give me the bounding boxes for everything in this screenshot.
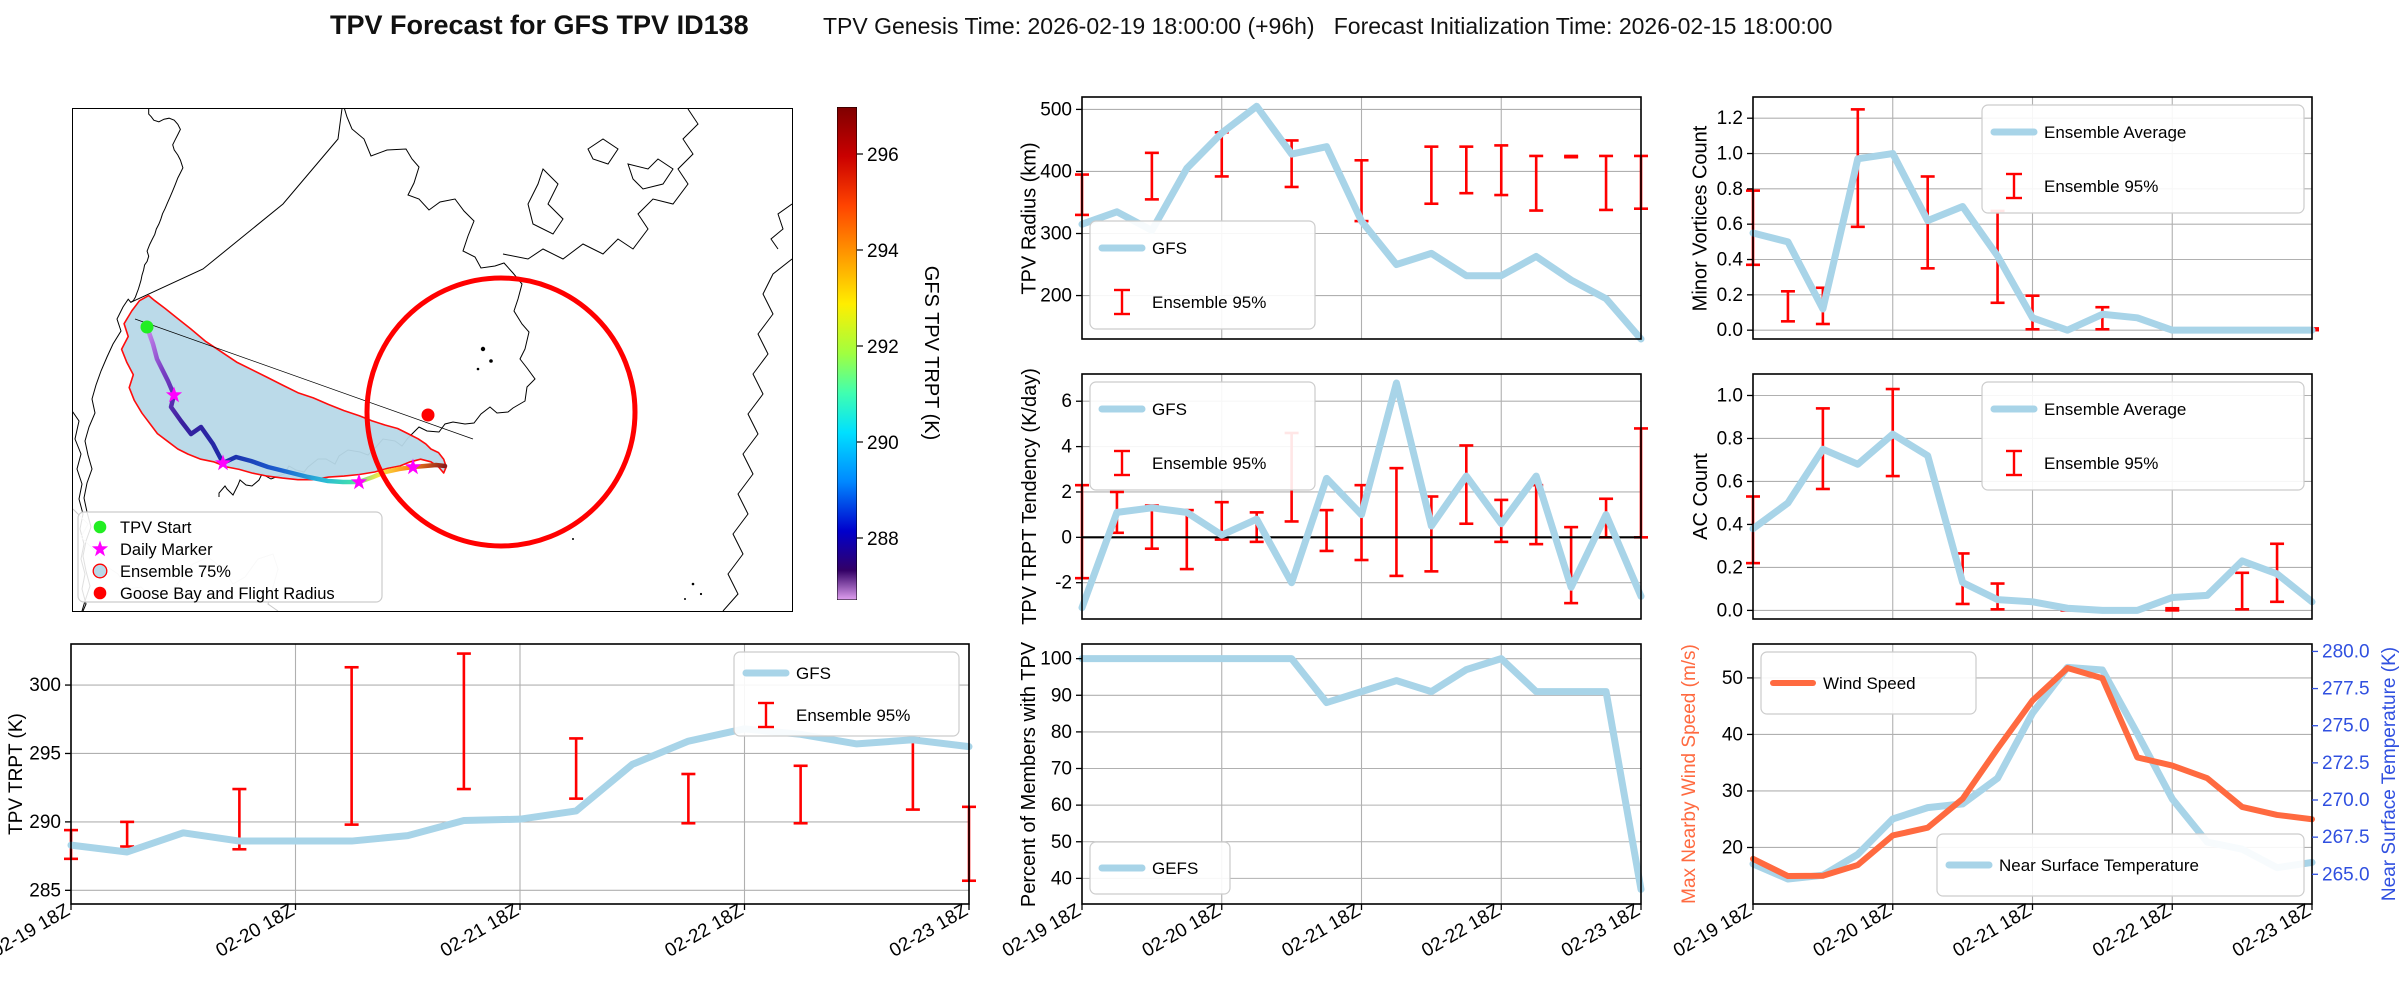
svg-text:02-20 18Z: 02-20 18Z <box>1139 900 1225 962</box>
svg-text:0.2: 0.2 <box>1717 285 1743 306</box>
svg-text:70: 70 <box>1051 759 1072 780</box>
svg-text:Ensemble Average: Ensemble Average <box>2044 123 2186 142</box>
svg-text:02-19 18Z: 02-19 18Z <box>999 900 1085 962</box>
svg-text:300: 300 <box>1040 224 1072 245</box>
svg-text:GFS: GFS <box>1152 400 1187 419</box>
svg-text:500: 500 <box>1040 99 1072 120</box>
svg-text:30: 30 <box>1722 781 1743 802</box>
svg-text:20: 20 <box>1722 837 1743 858</box>
svg-text:0.0: 0.0 <box>1717 600 1743 621</box>
svg-text:GFS: GFS <box>796 664 831 683</box>
svg-text:4: 4 <box>1061 437 1072 458</box>
svg-text:0.6: 0.6 <box>1717 471 1743 492</box>
svg-text:02-23 18Z: 02-23 18Z <box>2229 900 2315 962</box>
svg-text:Goose Bay and Flight Radius: Goose Bay and Flight Radius <box>120 585 335 603</box>
svg-text:Ensemble Average: Ensemble Average <box>2044 400 2186 419</box>
svg-text:200: 200 <box>1040 286 1072 307</box>
svg-text:1.0: 1.0 <box>1717 144 1743 165</box>
svg-text:295: 295 <box>29 743 61 764</box>
svg-text:0.0: 0.0 <box>1717 320 1743 341</box>
svg-text:300: 300 <box>29 675 61 696</box>
svg-text:290: 290 <box>29 812 61 833</box>
svg-text:GEFS: GEFS <box>1152 859 1198 878</box>
svg-text:02-23 18Z: 02-23 18Z <box>886 900 972 962</box>
svg-text:0.4: 0.4 <box>1717 514 1744 535</box>
svg-text:2: 2 <box>1061 482 1072 503</box>
svg-text:6: 6 <box>1061 391 1072 412</box>
svg-text:90: 90 <box>1051 685 1072 706</box>
svg-text:02-20 18Z: 02-20 18Z <box>212 900 298 962</box>
svg-text:0: 0 <box>1061 527 1072 548</box>
svg-text:02-20 18Z: 02-20 18Z <box>1810 900 1896 962</box>
svg-text:0.2: 0.2 <box>1717 557 1743 578</box>
svg-text:40: 40 <box>1722 724 1743 745</box>
svg-text:02-21 18Z: 02-21 18Z <box>1278 900 1364 962</box>
svg-text:02-23 18Z: 02-23 18Z <box>1558 900 1644 962</box>
svg-text:60: 60 <box>1051 795 1072 816</box>
svg-text:02-21 18Z: 02-21 18Z <box>1949 900 2035 962</box>
svg-text:0.8: 0.8 <box>1717 179 1743 200</box>
svg-text:Ensemble 95%: Ensemble 95% <box>1152 454 1266 473</box>
svg-text:Ensemble 75%: Ensemble 75% <box>120 563 231 581</box>
svg-text:Ensemble 95%: Ensemble 95% <box>1152 293 1266 312</box>
svg-text:GFS: GFS <box>1152 239 1187 258</box>
svg-text:288: 288 <box>867 529 899 550</box>
svg-text:Ensemble 95%: Ensemble 95% <box>796 706 910 725</box>
svg-text:02-19 18Z: 02-19 18Z <box>0 900 74 962</box>
svg-text:Ensemble 95%: Ensemble 95% <box>2044 454 2158 473</box>
svg-text:02-22 18Z: 02-22 18Z <box>2089 900 2175 962</box>
svg-text:Daily Marker: Daily Marker <box>120 541 213 559</box>
svg-text:GFS TPV TRPT (K): GFS TPV TRPT (K) <box>920 266 942 440</box>
svg-text:50: 50 <box>1051 832 1072 853</box>
svg-text:1.2: 1.2 <box>1717 108 1743 129</box>
svg-text:-2: -2 <box>1055 573 1072 594</box>
svg-text:80: 80 <box>1051 722 1072 743</box>
svg-text:1.0: 1.0 <box>1717 385 1743 406</box>
svg-text:40: 40 <box>1051 868 1072 889</box>
svg-text:292: 292 <box>867 337 899 358</box>
svg-text:02-22 18Z: 02-22 18Z <box>1418 900 1504 962</box>
svg-text:296: 296 <box>867 145 899 166</box>
svg-text:285: 285 <box>29 880 61 901</box>
svg-text:100: 100 <box>1040 649 1072 670</box>
svg-text:02-21 18Z: 02-21 18Z <box>437 900 523 962</box>
svg-text:TPV Start: TPV Start <box>120 519 192 537</box>
svg-text:290: 290 <box>867 433 899 454</box>
svg-text:02-22 18Z: 02-22 18Z <box>661 900 747 962</box>
svg-text:Ensemble 95%: Ensemble 95% <box>2044 177 2158 196</box>
svg-text:02-19 18Z: 02-19 18Z <box>1670 900 1756 962</box>
svg-text:400: 400 <box>1040 161 1072 182</box>
svg-text:0.4: 0.4 <box>1717 250 1744 271</box>
svg-text:50: 50 <box>1722 668 1743 689</box>
svg-text:0.8: 0.8 <box>1717 428 1743 449</box>
svg-text:294: 294 <box>867 241 899 262</box>
svg-text:0.6: 0.6 <box>1717 214 1743 235</box>
